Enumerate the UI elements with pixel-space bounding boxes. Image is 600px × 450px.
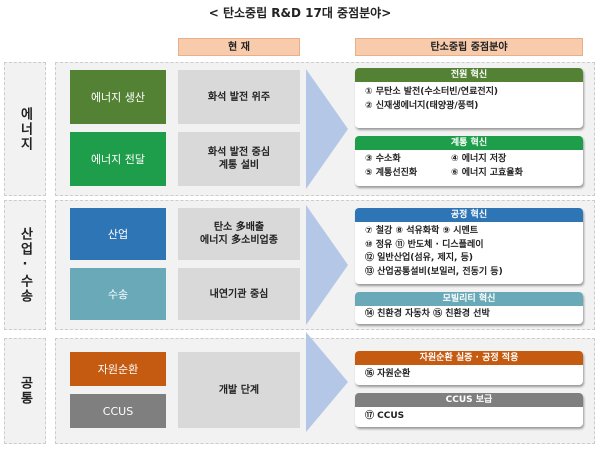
current-common: 개발 단계 xyxy=(178,352,300,428)
card-title: 계통 혁신 xyxy=(355,136,583,150)
category-energy-transmission: 에너지 전달 xyxy=(70,132,166,186)
card-item: ② 신재생에너지(태양광/풍력) xyxy=(365,101,479,111)
card-item: ⑤ 계통선진화 xyxy=(365,168,418,178)
card-process-innovation: 공정 혁신 ⑦ 철강 ⑧ 석유화학 ⑨ 시멘트 ⑩ 정유 ⑪ 반도체 · 디스플… xyxy=(355,208,583,284)
card-item: ③ 수소화 xyxy=(365,154,401,164)
card-grid-innovation: 계통 혁신 ③ 수소화 ④ 에너지 저장 ⑤ 계통선진화 ⑥ 에너지 고효율화 xyxy=(355,136,583,186)
card-item: ⑰ CCUS xyxy=(365,411,405,421)
category-resource-circulation: 자원순환 xyxy=(70,352,166,386)
section-label-common: 공통 xyxy=(4,338,46,444)
card-power-innovation: 전원 혁신 ① 무탄소 발전(수소터빈/연료전지) ② 신재생에너지(태양광/풍력… xyxy=(355,68,583,128)
category-industry: 산업 xyxy=(70,208,166,260)
section-label-energy: 에너지 xyxy=(4,62,46,196)
current-energy-production: 화석 발전 위주 xyxy=(178,70,300,124)
header-focus: 탄소중립 중점분야 xyxy=(355,38,583,56)
card-item: ⑭ 친환경 자동차 ⑮ 친환경 선박 xyxy=(365,309,490,319)
card-item: ⑯ 자원순환 xyxy=(365,369,411,379)
card-title: 공정 혁신 xyxy=(355,208,583,222)
category-energy-production: 에너지 생산 xyxy=(70,70,166,124)
arrow-icon xyxy=(306,332,348,432)
card-mobility-innovation: 모빌리티 혁신 ⑭ 친환경 자동차 ⑮ 친환경 선박 xyxy=(355,292,583,324)
card-title: 자원순환 실증 · 공정 적용 xyxy=(355,351,583,365)
current-industry: 탄소 多배출 에너지 多소비업종 xyxy=(178,208,300,260)
card-item: ⑫ 일반산업(섬유, 제지, 등) xyxy=(365,253,473,263)
card-resource-circulation: 자원순환 실증 · 공정 적용 ⑯ 자원순환 xyxy=(355,351,583,385)
card-item: ⑬ 산업공통설비(보일러, 전동기 등) xyxy=(365,266,503,277)
current-energy-transmission: 화석 발전 중심 계통 설비 xyxy=(178,132,300,186)
category-ccus: CCUS xyxy=(70,394,166,428)
card-title: CCUS 보급 xyxy=(355,393,583,407)
header-current: 현 재 xyxy=(178,38,300,56)
section-label-industry-transport: 산업·수송 xyxy=(4,200,46,330)
card-item: ④ 에너지 저장 xyxy=(451,154,507,164)
card-title: 전원 혁신 xyxy=(355,68,583,82)
arrow-icon xyxy=(306,205,348,325)
card-item: ⑦ 철강 ⑧ 석유화학 ⑨ 시멘트 xyxy=(365,226,479,236)
diagram-title: < 탄소중립 R&D 17대 중점분야> xyxy=(208,6,392,20)
arrow-icon xyxy=(306,69,348,189)
card-item: ① 무탄소 발전(수소터빈/연료전지) xyxy=(365,87,499,97)
current-transport: 내연기관 중심 xyxy=(178,268,300,320)
card-title: 모빌리티 혁신 xyxy=(355,292,583,306)
category-transport: 수송 xyxy=(70,268,166,320)
card-item: ⑥ 에너지 고효율화 xyxy=(451,168,523,178)
card-ccus: CCUS 보급 ⑰ CCUS xyxy=(355,393,583,427)
card-item: ⑩ 정유 ⑪ 반도체 · 디스플레이 xyxy=(365,239,484,250)
